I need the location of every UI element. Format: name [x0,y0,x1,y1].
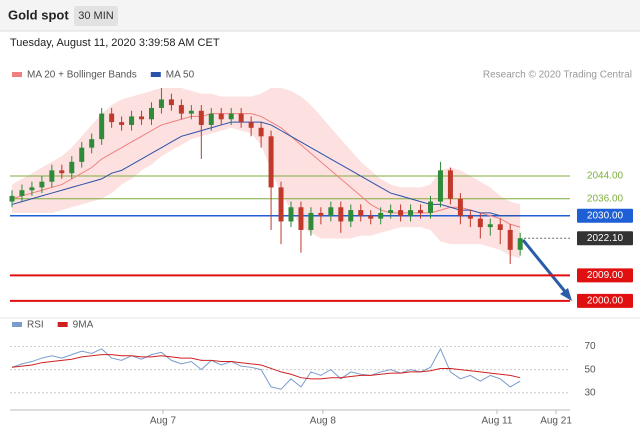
timestamp: Tuesday, August 11, 2020 3:39:58 AM CET [10,37,220,49]
y-tick-label: 70 [584,341,596,352]
level-label-box [577,293,633,308]
candle-body [348,210,354,222]
x-tick-label: Aug 8 [310,416,337,427]
candle-body [59,170,65,174]
candle-body [69,161,75,174]
ma-line [11,121,521,217]
level-label: 2000.00 [587,296,624,307]
bollinger-band [11,88,521,259]
credit: Research © 2020 Trading Central [483,70,632,81]
title: Gold spot [8,7,69,22]
level-label: 2044.00 [587,171,624,182]
level-label: 2022.10 [587,233,624,244]
candle-body [358,210,364,216]
candle-body [198,110,204,125]
candle-body [268,136,274,188]
candle-body [168,99,174,106]
candle-body [487,224,493,228]
candle-body [188,110,194,114]
legend-label: 9MA [73,320,94,331]
level-label: 2036.00 [587,193,624,204]
candle-body [298,207,304,230]
x-tick-label: Aug 7 [150,416,177,427]
legend-label: MA 20 + Bollinger Bands [27,70,137,81]
legend-swatch [12,322,22,327]
candle-body [338,207,344,222]
candle-body [248,122,254,128]
candle-body [119,122,125,125]
candle-body [447,170,453,199]
forecast-arrowhead [560,288,572,301]
candle-body [477,218,483,228]
candle-body [79,147,85,162]
x-tick-label: Aug 11 [481,416,512,427]
candle-body [308,212,314,230]
interval-button[interactable] [74,6,118,26]
candle-body [258,127,264,137]
interval-label[interactable]: 30 MIN [78,10,114,22]
legend-label: MA 50 [166,70,195,81]
candle-body [49,170,55,182]
candle-body [318,212,324,216]
level-label-box [577,231,633,246]
legend-label: RSI [27,320,44,331]
indicator-line [11,354,521,380]
candle-body [398,210,404,216]
forecast-arrow [521,239,569,295]
candle-body [388,210,394,213]
candle-body [99,113,105,140]
candle-body [218,113,224,120]
candle-body [457,198,463,216]
level-label: 2030.00 [587,210,624,221]
candle-body [278,187,284,222]
candle-body [158,99,164,108]
candle-body [228,113,234,120]
candle-body [29,187,35,191]
legend-swatch [57,322,68,327]
candle-body [208,113,214,125]
candle-body [178,105,184,114]
candle-body [467,215,473,219]
candle-body [9,195,15,202]
candle-body [517,238,523,250]
ma-line [11,113,521,228]
candle-body [368,215,374,219]
level-label: 2009.00 [587,270,624,281]
candle-body [139,116,145,120]
candle-body [497,224,503,230]
candle-body [129,116,135,125]
candle-body [408,210,414,216]
candle-body [238,113,244,123]
candle-body [89,139,95,148]
candle-body [288,207,294,222]
candle-body [418,210,424,213]
indicator-line [11,347,521,390]
candle-body [148,107,154,120]
level-label-box [577,208,633,223]
candle-body [19,190,25,196]
candle-body [39,181,45,188]
candle-body [437,170,443,202]
candle-body [109,113,115,123]
candle-body [328,207,334,216]
candle-body [427,201,433,213]
y-tick-label: 30 [584,387,596,398]
candle-body [378,212,384,219]
y-tick-label: 50 [584,364,596,375]
legend-swatch [12,72,22,77]
level-label-box [577,268,633,283]
candle-body [507,229,513,250]
legend-swatch [150,72,161,77]
x-tick-label: Aug 21 [540,416,572,427]
